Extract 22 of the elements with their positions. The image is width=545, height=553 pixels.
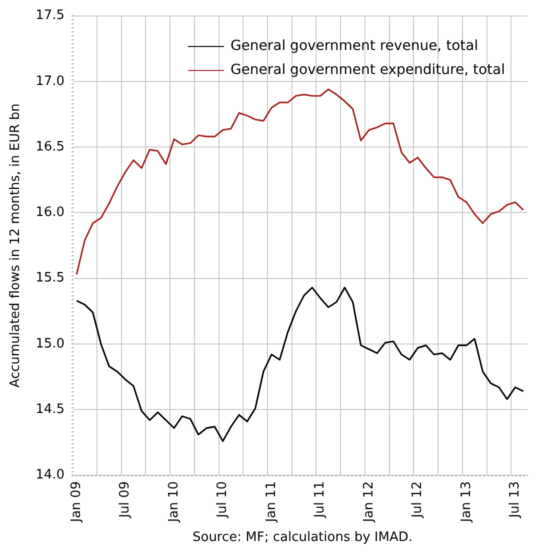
x-tick-label: Jan 12 — [361, 481, 376, 524]
x-tick-label: Jul 09 — [118, 481, 133, 519]
y-tick-label: 16.0 — [36, 205, 65, 220]
y-tick-label: 17.5 — [36, 8, 65, 24]
y-tick-label: 14.5 — [36, 402, 65, 418]
y-tick-label: 14.0 — [36, 468, 65, 483]
y-tick-label: 16.5 — [36, 139, 65, 154]
x-tick-label: Jan 09 — [68, 481, 84, 524]
x-tick-label: Jan 10 — [166, 481, 182, 524]
x-tick-label: Jul 11 — [312, 481, 328, 519]
y-tick-label: 17.0 — [36, 74, 65, 89]
x-tick-label: Jul 10 — [215, 481, 230, 519]
legend-label: General government revenue, total — [230, 37, 478, 56]
x-tick-label: Jul 13 — [508, 481, 523, 519]
x-tick-label: Jan 11 — [264, 481, 279, 524]
source-note: Source: MF; calculations by IMAD. — [191, 530, 414, 545]
y-tick-label: 15.0 — [36, 336, 65, 352]
y-axis-title: Accumulated flows in 12 months, in EUR bn — [8, 103, 24, 388]
legend-label: General government expenditure, total — [230, 61, 505, 80]
x-tick-label: Jan 13 — [458, 481, 474, 524]
x-tick-label: Jul 12 — [410, 481, 426, 519]
y-tick-label: 15.5 — [36, 270, 65, 286]
